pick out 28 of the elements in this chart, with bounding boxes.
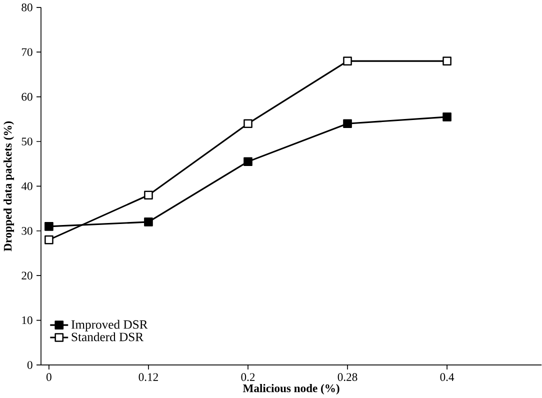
- x-tick-label: 0.2: [241, 373, 255, 382]
- point: [144, 190, 153, 200]
- x-axis-title: Malicious node (%): [242, 384, 340, 395]
- x-tick-label: 0.4: [440, 373, 454, 382]
- point: [244, 119, 252, 128]
- y-tick-label: 50: [22, 138, 32, 146]
- y-tick-label: 30: [22, 226, 32, 235]
- y-tick-label: 70: [22, 48, 32, 56]
- x-tick-label: 0.12: [138, 373, 158, 382]
- y-tick-label: 0: [27, 361, 32, 369]
- y-tick-label: 80: [22, 3, 32, 12]
- y-tick-label: 60: [22, 92, 32, 101]
- y-axis-title: Dropped data packets (%): [4, 121, 14, 252]
- point: [244, 157, 252, 166]
- legend-label: Standerd DSR: [72, 332, 144, 342]
- legend-label: Improved DSR: [71, 320, 148, 332]
- y-tick-label: 10: [22, 316, 32, 324]
- y-tick-label: 40: [21, 182, 32, 190]
- point: [442, 56, 452, 66]
- point: [144, 218, 153, 226]
- point: [44, 222, 54, 231]
- point: [442, 112, 452, 122]
- point: [343, 119, 352, 128]
- point: [343, 56, 352, 66]
- y-tick-label: 20: [22, 272, 32, 280]
- x-tick-label: 0.28: [338, 373, 358, 382]
- point: [44, 235, 54, 244]
- x-tick-label: 0: [46, 373, 52, 381]
